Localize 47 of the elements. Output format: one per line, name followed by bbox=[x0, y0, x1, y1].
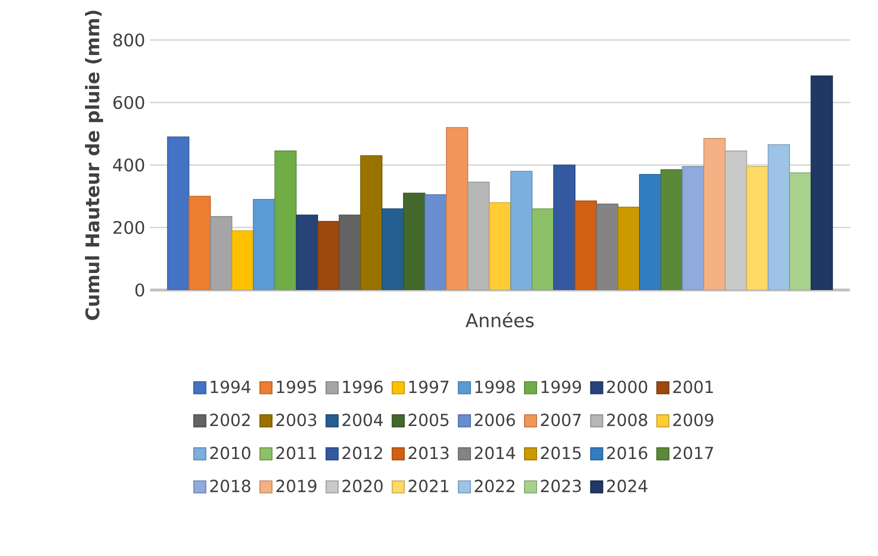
legend-label: 2011 bbox=[276, 446, 316, 460]
y-tick-label: 600 bbox=[113, 96, 144, 110]
legend-label: 2000 bbox=[607, 380, 648, 394]
bar bbox=[338, 214, 361, 290]
bar bbox=[532, 208, 554, 290]
bar bbox=[424, 194, 447, 290]
legend-label: 2008 bbox=[607, 414, 648, 426]
bar bbox=[488, 202, 512, 290]
legend-label: 2007 bbox=[540, 414, 581, 426]
legend-label: 1995 bbox=[277, 380, 316, 394]
legend-label: 1994 bbox=[210, 380, 250, 394]
legend-label: 2009 bbox=[673, 414, 714, 426]
legend-label: 1998 bbox=[475, 380, 515, 394]
legend-label: 2004 bbox=[342, 414, 383, 426]
legend-label: 2003 bbox=[276, 414, 316, 426]
legend-label: 2017 bbox=[673, 446, 714, 460]
legend-label: 2002 bbox=[210, 414, 250, 426]
legend-label: 2010 bbox=[210, 446, 250, 460]
legend-label: 2022 bbox=[474, 480, 514, 492]
y-tick-label: 0 bbox=[135, 283, 144, 297]
bar bbox=[296, 214, 318, 290]
y-tick-label: 200 bbox=[113, 220, 144, 234]
bar bbox=[382, 208, 404, 290]
legend-label: 2023 bbox=[540, 480, 581, 492]
legend-label: 2006 bbox=[474, 414, 515, 426]
legend-label: 1997 bbox=[409, 380, 448, 394]
legend-label: 2015 bbox=[540, 446, 581, 460]
legend-label: 2020 bbox=[342, 480, 383, 492]
legend-label: 2001 bbox=[673, 380, 713, 394]
bar bbox=[274, 150, 297, 290]
legend-label: 2018 bbox=[210, 480, 250, 492]
legend-label: 2014 bbox=[474, 446, 516, 460]
y-tick-label: 400 bbox=[113, 158, 144, 172]
legend-label: 2019 bbox=[276, 480, 316, 492]
legend-label: 1999 bbox=[542, 380, 581, 394]
bar bbox=[317, 220, 340, 290]
bar bbox=[510, 170, 533, 290]
legend-label: 2013 bbox=[408, 446, 449, 460]
legend-label: 2024 bbox=[607, 480, 648, 492]
y-axis-title: Cumul Hauteur de pluie (mm) bbox=[85, 10, 104, 320]
legend-label: 2005 bbox=[408, 414, 448, 426]
legend-label: 2021 bbox=[408, 480, 448, 492]
y-tick-label: 800 bbox=[113, 33, 144, 47]
legend-label: 2016 bbox=[607, 446, 648, 460]
x-axis-title: Années bbox=[466, 312, 534, 328]
legend-label: 2012 bbox=[342, 446, 382, 460]
legend-label: 1996 bbox=[343, 380, 383, 394]
